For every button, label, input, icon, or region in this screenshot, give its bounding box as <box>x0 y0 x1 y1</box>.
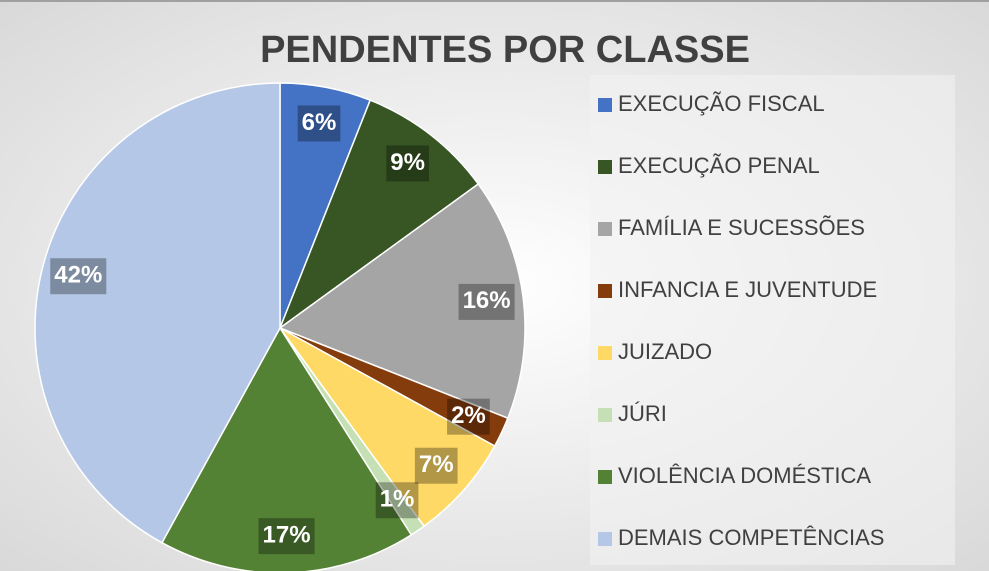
label-box <box>447 398 490 435</box>
legend-swatch <box>598 346 612 360</box>
label-box <box>386 145 429 182</box>
data-label: 7% <box>419 451 454 478</box>
legend-label: EXECUÇÃO FISCAL <box>618 91 825 116</box>
label-box <box>375 482 419 519</box>
data-label: 42% <box>54 262 102 289</box>
legend-label: INFANCIA E JUVENTUDE <box>618 277 877 302</box>
data-label: 2% <box>451 402 486 429</box>
data-label: 6% <box>302 109 337 136</box>
data-label: 17% <box>263 521 311 548</box>
legend-label: JÚRI <box>618 401 667 426</box>
legend-swatch <box>598 284 612 298</box>
pie-slice <box>278 182 526 420</box>
legend-label: EXECUÇÃO PENAL <box>618 153 820 178</box>
legend-swatch <box>598 470 612 484</box>
legend-swatch <box>598 222 612 236</box>
label-box <box>50 258 107 295</box>
label-box <box>297 105 341 142</box>
legend-label: DEMAIS COMPETÊNCIAS <box>618 525 884 550</box>
data-label: 16% <box>463 287 511 314</box>
legend-swatch <box>598 408 612 422</box>
legend-swatch <box>598 98 612 112</box>
pie-slice <box>34 82 281 544</box>
legend-label: FAMÍLIA E SUCESSÕES <box>618 215 865 240</box>
pie-slice <box>160 326 413 571</box>
chart-title: PENDENTES POR CLASSE <box>260 29 750 71</box>
label-box <box>258 518 315 555</box>
legend-label: VIOLÊNCIA DOMÉSTICA <box>618 463 871 488</box>
legend-swatch <box>598 160 612 174</box>
data-label: 1% <box>380 486 415 513</box>
legend-box <box>590 75 955 565</box>
data-label: 9% <box>390 149 425 176</box>
pie-slice <box>278 99 480 331</box>
legend-label: JUIZADO <box>618 339 712 364</box>
label-box <box>458 283 515 320</box>
label-box <box>414 447 458 484</box>
legend-swatch <box>598 532 612 546</box>
pie-slice <box>279 327 496 528</box>
